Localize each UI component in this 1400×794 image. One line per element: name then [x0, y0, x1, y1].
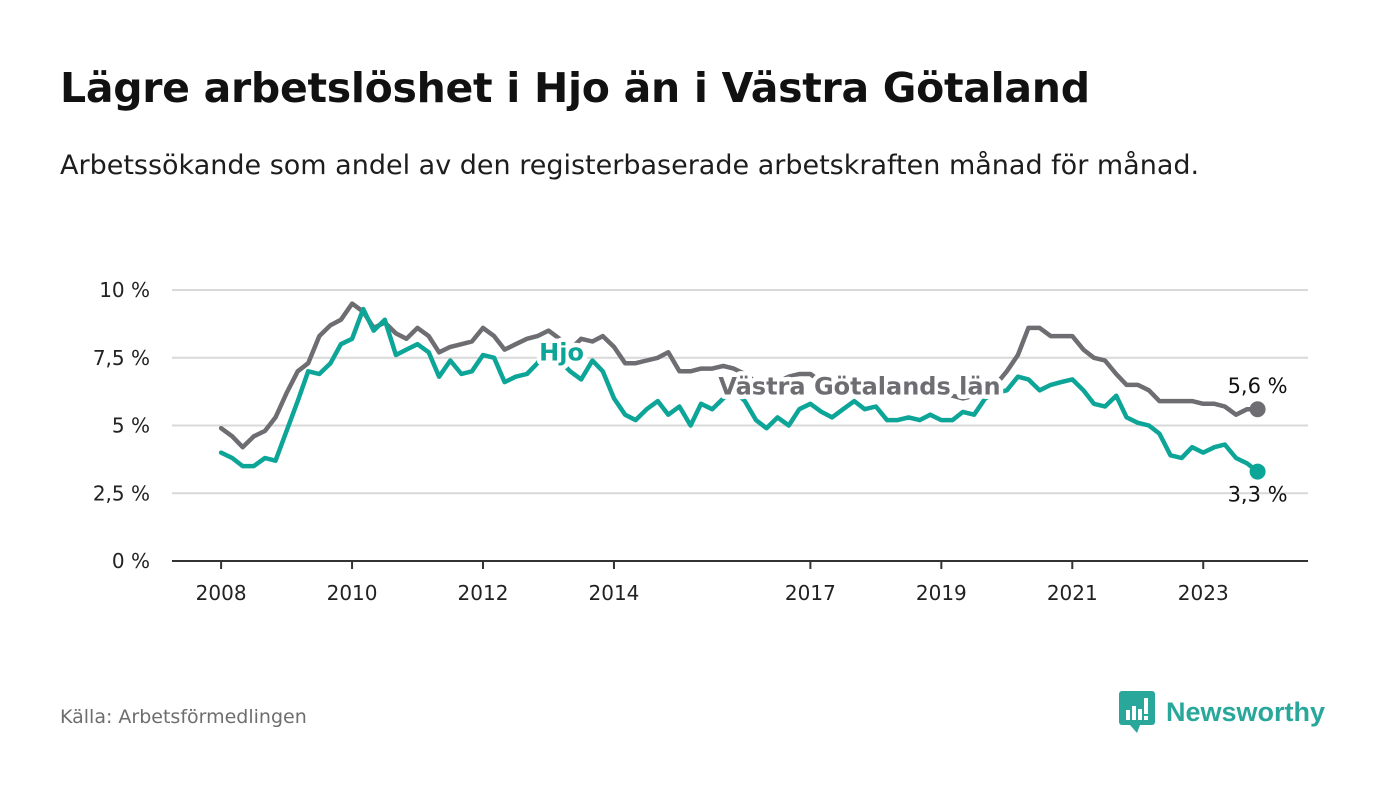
y-tick-label: 10 % — [99, 278, 150, 302]
x-tick-label: 2019 — [916, 581, 967, 605]
x-tick-label: 2023 — [1178, 581, 1229, 605]
y-tick-label: 7,5 % — [93, 346, 150, 370]
y-tick-label: 0 % — [112, 549, 150, 573]
brand-name: Newsworthy — [1166, 696, 1326, 727]
chart-title: Lägre arbetslöshet i Hjo än i Västra Göt… — [60, 64, 1090, 112]
end-point-vastra-gotaland — [1249, 401, 1266, 418]
x-tick-label: 2010 — [327, 581, 378, 605]
y-tick-label: 5 % — [112, 414, 150, 438]
end-value-label: 5,6 % — [1228, 374, 1288, 398]
chart-subtitle: Arbetssökande som andel av den registerb… — [60, 150, 1200, 181]
end-point-hjo — [1249, 463, 1266, 480]
y-tick-label: 2,5 % — [93, 481, 150, 505]
series-lines — [218, 301, 1266, 480]
newsworthy-logo-icon — [1119, 691, 1155, 733]
series-label-vastra-gotaland: Västra Götalands län — [718, 372, 1000, 400]
x-tick-label: 2012 — [458, 581, 509, 605]
series-line-hjo — [218, 306, 1260, 474]
series-label-halo: Västra Götalands län — [718, 372, 1000, 400]
series-line-vastra-gotaland — [218, 301, 1260, 450]
x-tick-label: 2008 — [196, 581, 247, 605]
x-tick-label: 2017 — [785, 581, 836, 605]
x-tick-label: 2014 — [589, 581, 640, 605]
line-chart: 0 % 2,5 % 5 % 7,5 % 10 % 2008 2010 2012 2014 201… — [93, 278, 1308, 605]
x-axis: 2008 2010 2012 2014 2017 2019 2021 2023 — [172, 560, 1308, 605]
y-axis-ticks: 0 % 2,5 % 5 % 7,5 % 10 % — [93, 278, 150, 573]
end-value-label: 3,3 % — [1228, 483, 1288, 507]
series-label-hjo: Hjo — [539, 338, 584, 366]
x-tick-label: 2021 — [1047, 581, 1098, 605]
source-note: Källa: Arbetsförmedlingen — [60, 706, 307, 728]
gridlines — [172, 289, 1308, 495]
series-label-halo: Hjo — [539, 338, 584, 366]
brand-logo: Newsworthy — [1118, 690, 1325, 734]
